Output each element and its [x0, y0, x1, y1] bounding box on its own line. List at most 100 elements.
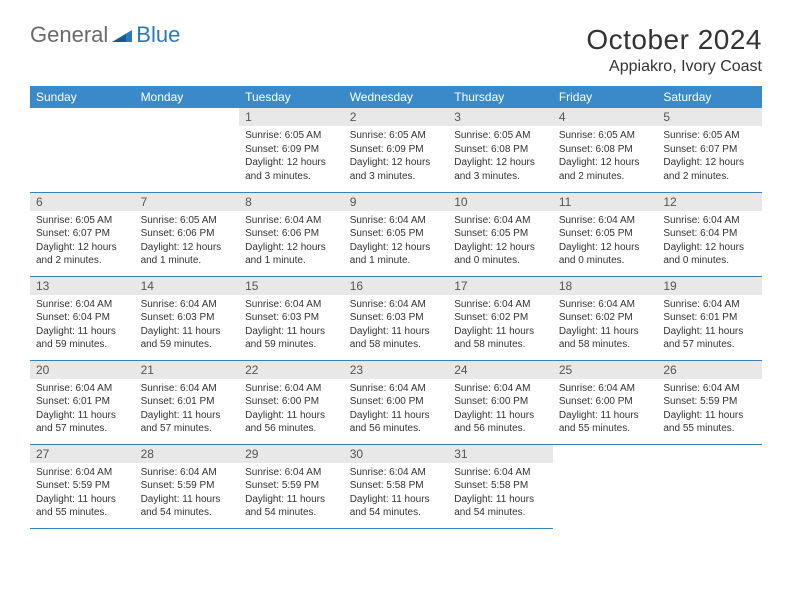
daylight-text: Daylight: 11 hours and 54 minutes. [245, 493, 338, 520]
calendar-day-cell: 16Sunrise: 6:04 AMSunset: 6:03 PMDayligh… [344, 276, 449, 360]
day-details: Sunrise: 6:04 AMSunset: 6:06 PMDaylight:… [239, 211, 344, 272]
daylight-text: Daylight: 11 hours and 55 minutes. [559, 409, 652, 436]
sunrise-text: Sunrise: 6:04 AM [559, 298, 652, 312]
sunrise-text: Sunrise: 6:04 AM [36, 298, 129, 312]
sunset-text: Sunset: 6:01 PM [663, 311, 756, 325]
title-block: October 2024 Appiakro, Ivory Coast [586, 24, 762, 76]
sunset-text: Sunset: 5:58 PM [454, 479, 547, 493]
day-number: 9 [344, 193, 449, 211]
day-details: Sunrise: 6:04 AMSunset: 5:59 PMDaylight:… [239, 463, 344, 524]
day-details: Sunrise: 6:04 AMSunset: 6:05 PMDaylight:… [448, 211, 553, 272]
sunrise-text: Sunrise: 6:04 AM [141, 382, 234, 396]
day-header: Monday [135, 86, 240, 108]
sunrise-text: Sunrise: 6:04 AM [663, 214, 756, 228]
day-details: Sunrise: 6:04 AMSunset: 6:02 PMDaylight:… [553, 295, 658, 356]
sunset-text: Sunset: 6:09 PM [245, 143, 338, 157]
day-details: Sunrise: 6:04 AMSunset: 5:59 PMDaylight:… [657, 379, 762, 440]
daylight-text: Daylight: 12 hours and 0 minutes. [559, 241, 652, 268]
calendar-day-cell: 29Sunrise: 6:04 AMSunset: 5:59 PMDayligh… [239, 444, 344, 528]
sunrise-text: Sunrise: 6:04 AM [350, 214, 443, 228]
calendar-day-cell: 27Sunrise: 6:04 AMSunset: 5:59 PMDayligh… [30, 444, 135, 528]
day-details: Sunrise: 6:05 AMSunset: 6:06 PMDaylight:… [135, 211, 240, 272]
calendar-day-cell: 22Sunrise: 6:04 AMSunset: 6:00 PMDayligh… [239, 360, 344, 444]
sunrise-text: Sunrise: 6:04 AM [245, 214, 338, 228]
day-number: 17 [448, 277, 553, 295]
day-details: Sunrise: 6:04 AMSunset: 6:04 PMDaylight:… [657, 211, 762, 272]
calendar-day-cell: 10Sunrise: 6:04 AMSunset: 6:05 PMDayligh… [448, 192, 553, 276]
logo-text-blue: Blue [136, 24, 180, 46]
day-details: Sunrise: 6:04 AMSunset: 6:00 PMDaylight:… [344, 379, 449, 440]
day-details: Sunrise: 6:05 AMSunset: 6:07 PMDaylight:… [657, 126, 762, 187]
calendar-day-cell: 4Sunrise: 6:05 AMSunset: 6:08 PMDaylight… [553, 108, 658, 192]
sunrise-text: Sunrise: 6:04 AM [454, 298, 547, 312]
calendar-day-cell: 9Sunrise: 6:04 AMSunset: 6:05 PMDaylight… [344, 192, 449, 276]
sunset-text: Sunset: 6:02 PM [454, 311, 547, 325]
calendar-day-cell: 8Sunrise: 6:04 AMSunset: 6:06 PMDaylight… [239, 192, 344, 276]
day-number: 28 [135, 445, 240, 463]
sunset-text: Sunset: 6:06 PM [245, 227, 338, 241]
day-header: Friday [553, 86, 658, 108]
sunset-text: Sunset: 6:00 PM [245, 395, 338, 409]
daylight-text: Daylight: 12 hours and 2 minutes. [559, 156, 652, 183]
calendar-day-cell: 24Sunrise: 6:04 AMSunset: 6:00 PMDayligh… [448, 360, 553, 444]
daylight-text: Daylight: 11 hours and 57 minutes. [663, 325, 756, 352]
sunset-text: Sunset: 6:02 PM [559, 311, 652, 325]
calendar-day-cell: 21Sunrise: 6:04 AMSunset: 6:01 PMDayligh… [135, 360, 240, 444]
daylight-text: Daylight: 11 hours and 56 minutes. [245, 409, 338, 436]
sunset-text: Sunset: 6:04 PM [663, 227, 756, 241]
day-details: Sunrise: 6:04 AMSunset: 6:05 PMDaylight:… [344, 211, 449, 272]
sunset-text: Sunset: 6:03 PM [141, 311, 234, 325]
sunrise-text: Sunrise: 6:05 AM [559, 129, 652, 143]
day-number: 23 [344, 361, 449, 379]
calendar-day-cell: 17Sunrise: 6:04 AMSunset: 6:02 PMDayligh… [448, 276, 553, 360]
sunset-text: Sunset: 6:07 PM [663, 143, 756, 157]
day-number: 4 [553, 108, 658, 126]
calendar-day-cell: 3Sunrise: 6:05 AMSunset: 6:08 PMDaylight… [448, 108, 553, 192]
daylight-text: Daylight: 11 hours and 59 minutes. [245, 325, 338, 352]
sunrise-text: Sunrise: 6:04 AM [245, 466, 338, 480]
day-details: Sunrise: 6:04 AMSunset: 6:01 PMDaylight:… [657, 295, 762, 356]
sunset-text: Sunset: 6:00 PM [559, 395, 652, 409]
daylight-text: Daylight: 12 hours and 1 minute. [350, 241, 443, 268]
day-number: 15 [239, 277, 344, 295]
day-details: Sunrise: 6:05 AMSunset: 6:07 PMDaylight:… [30, 211, 135, 272]
day-details: Sunrise: 6:04 AMSunset: 5:59 PMDaylight:… [30, 463, 135, 524]
calendar-body: 1 Sunrise: 6:05 AM Sunset: 6:09 PM Daylight… [30, 108, 762, 528]
day-details: Sunrise: 6:04 AMSunset: 6:03 PMDaylight:… [135, 295, 240, 356]
day-details: Sunrise: 6:04 AMSunset: 5:58 PMDaylight:… [344, 463, 449, 524]
daylight-text: Daylight: 11 hours and 57 minutes. [36, 409, 129, 436]
day-details: Sunrise: 6:04 AMSunset: 6:00 PMDaylight:… [448, 379, 553, 440]
daylight-text: Daylight: 11 hours and 55 minutes. [36, 493, 129, 520]
sunrise-text: Sunrise: 6:04 AM [663, 382, 756, 396]
sunset-text: Sunset: 6:05 PM [454, 227, 547, 241]
sunrise-text: Sunrise: 6:04 AM [454, 466, 547, 480]
calendar-day-cell: 28Sunrise: 6:04 AMSunset: 5:59 PMDayligh… [135, 444, 240, 528]
calendar-day-cell: 6Sunrise: 6:05 AMSunset: 6:07 PMDaylight… [30, 192, 135, 276]
calendar-week-row: 1 Sunrise: 6:05 AM Sunset: 6:09 PM Daylight… [30, 108, 762, 192]
sunset-text: Sunset: 6:01 PM [141, 395, 234, 409]
daylight-text: Daylight: 11 hours and 54 minutes. [454, 493, 547, 520]
day-header: Tuesday [239, 86, 344, 108]
day-details: Sunrise: 6:04 AMSunset: 6:01 PMDaylight:… [135, 379, 240, 440]
sunset-text: Sunset: 6:06 PM [141, 227, 234, 241]
calendar-day-cell: 13Sunrise: 6:04 AMSunset: 6:04 PMDayligh… [30, 276, 135, 360]
day-number: 20 [30, 361, 135, 379]
calendar-day-cell [657, 444, 762, 528]
day-number: 1 [239, 108, 344, 126]
day-details: Sunrise: 6:04 AMSunset: 6:00 PMDaylight:… [239, 379, 344, 440]
sunrise-text: Sunrise: 6:05 AM [663, 129, 756, 143]
day-number: 13 [30, 277, 135, 295]
sunrise-text: Sunrise: 6:04 AM [454, 382, 547, 396]
sunrise-text: Sunrise: 6:04 AM [245, 382, 338, 396]
sunset-text: Sunset: 6:00 PM [454, 395, 547, 409]
day-number: 24 [448, 361, 553, 379]
calendar-week-row: 13Sunrise: 6:04 AMSunset: 6:04 PMDayligh… [30, 276, 762, 360]
day-details: Sunrise: 6:04 AMSunset: 6:03 PMDaylight:… [344, 295, 449, 356]
day-number: 7 [135, 193, 240, 211]
daylight-text: Daylight: 12 hours and 1 minute. [245, 241, 338, 268]
sunset-text: Sunset: 6:00 PM [350, 395, 443, 409]
daylight-text: Daylight: 12 hours and 0 minutes. [663, 241, 756, 268]
day-details: Sunrise: 6:05 AMSunset: 6:08 PMDaylight:… [553, 126, 658, 187]
calendar-day-cell: 5Sunrise: 6:05 AMSunset: 6:07 PMDaylight… [657, 108, 762, 192]
day-header-row: SundayMondayTuesdayWednesdayThursdayFrid… [30, 86, 762, 108]
